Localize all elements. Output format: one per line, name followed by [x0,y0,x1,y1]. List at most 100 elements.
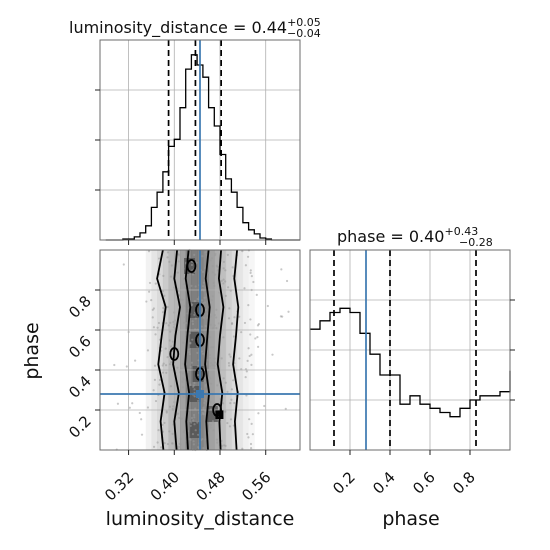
sample-point [211,345,215,349]
sample-point [193,300,196,303]
sample-point [148,281,152,285]
sample-point [164,364,168,367]
sample-point [196,351,199,354]
sample-point [209,377,212,380]
sample-point [249,269,252,272]
sample-point [238,357,241,360]
sample-point [193,381,196,385]
density-band [214,250,221,450]
x-tick-label-phase: 0.8 [449,468,479,498]
sample-point [221,402,225,405]
sample-point [182,321,186,324]
sample-point [193,313,196,316]
sample-point [194,317,197,320]
sample-point [204,383,207,387]
sample-point [222,260,226,264]
sample-point [191,322,195,326]
sample-point [176,366,179,369]
sample-point [202,281,206,284]
sample-point [211,420,215,423]
contour-island [212,403,223,417]
sample-point [152,445,156,448]
sample-point [249,442,253,446]
sample-point [210,257,214,260]
sample-point [148,290,151,293]
sample-point [154,333,157,336]
sample-point [170,264,173,267]
sample-point [250,275,253,278]
sample-point [285,279,289,283]
sample-point [226,421,229,425]
sample-point [220,357,223,360]
density-band [237,250,244,450]
sample-point [244,376,247,379]
sample-point [160,446,163,449]
sample-point [209,336,212,339]
sample-point [163,442,166,445]
sample-point [224,381,227,384]
sample-point [232,379,235,382]
sample-point [183,286,187,289]
sample-point [205,325,208,328]
sample-point [190,416,194,420]
sample-point [167,324,170,327]
contour-line [172,249,181,451]
sample-point [203,296,206,299]
y-tick-label-phase: 0.6 [65,332,95,362]
sample-point [257,412,260,415]
y-tick-label-phase: 0.8 [65,292,95,322]
sample-point [209,315,212,318]
title-phase-minus: −0.28 [459,236,493,249]
sample-point [162,274,165,277]
sample-point [230,322,234,326]
sample-point [209,423,212,427]
sample-point [176,412,180,415]
sample-point [246,432,249,436]
sample-point [193,413,196,417]
sample-point [216,384,219,387]
sample-point [202,316,205,319]
sample-point [209,364,212,368]
sample-point [161,371,165,374]
sample-point [162,362,165,365]
sample-point [161,311,165,314]
sample-point [256,336,259,339]
sample-point [158,383,161,386]
sample-point [191,338,194,341]
sample-point [113,363,116,367]
sample-point [172,405,175,408]
sample-point [244,264,248,267]
sample-point [194,429,197,432]
sample-point [215,316,218,319]
sample-point [187,348,190,351]
sample-point [154,282,157,285]
sample-point [222,377,225,380]
sample-point [208,353,212,357]
sample-point [224,294,227,297]
y-tick-label-phase: 0.4 [65,372,95,402]
sample-point [184,381,187,384]
sample-point [220,279,223,282]
sample-point [217,322,220,325]
sample-point [128,406,131,409]
density-band [220,250,227,450]
sample-point [190,303,194,306]
sample-point [222,267,225,270]
sample-point [209,382,213,385]
sample-point [146,406,150,409]
density-band [242,250,250,450]
sample-point [183,304,186,307]
sample-point [180,417,183,420]
sample-point [165,371,168,374]
sample-point [255,293,258,296]
sample-point [224,444,227,447]
sample-point [169,330,172,333]
xlabel-phase: phase [382,508,439,530]
sample-point [201,352,205,355]
sample-point [213,361,217,364]
title-luminosity-distance: luminosity_distance = 0.44+0.05 [69,16,321,38]
density-band [248,250,255,450]
truth-marker [196,390,204,398]
sample-point [191,320,194,323]
